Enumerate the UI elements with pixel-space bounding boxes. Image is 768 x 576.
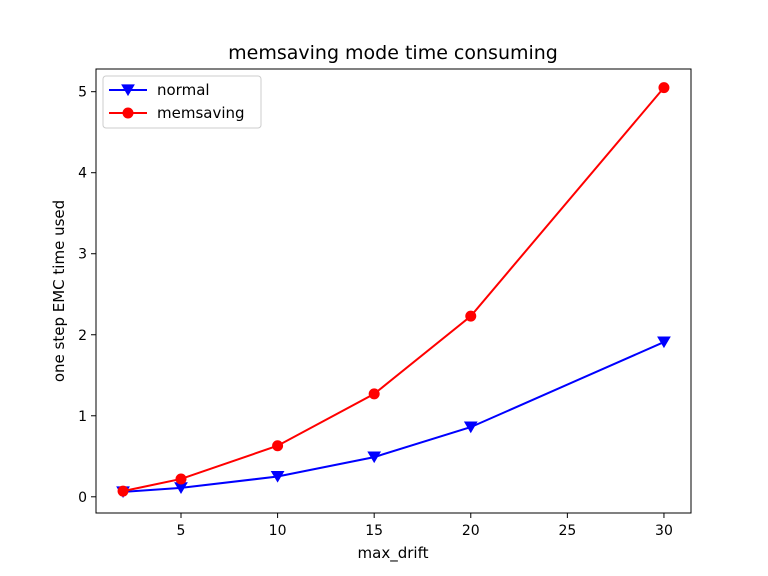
x-tick-label: 25 [558,523,576,539]
y-tick-label: 5 [78,85,87,101]
data-point-normal [367,451,382,464]
data-point-memsaving [658,82,670,94]
data-point-memsaving [465,310,477,322]
data-point-memsaving [368,388,380,400]
x-tick-label: 15 [365,523,383,539]
series-line-memsaving [122,86,665,493]
legend-marker-normal [121,84,135,97]
x-tick-label: 10 [269,523,287,539]
plot-frame [95,68,692,514]
legend-label-normal: normal [157,81,210,99]
x-tick-label: 30 [655,523,673,539]
y-axis: 0 1 2 3 4 5 [78,85,96,506]
data-point-memsaving [272,440,284,452]
plot-area [116,82,671,499]
data-point-normal [270,470,285,483]
chart-title: memsaving mode time consuming [228,42,558,64]
x-tick-label: 5 [177,523,186,539]
data-point-normal [463,421,478,434]
y-tick-label: 0 [78,490,87,506]
y-tick-label: 4 [78,166,87,182]
x-tick-label: 20 [462,523,480,539]
legend: normal memsaving [102,75,262,129]
y-tick-label: 3 [78,247,87,263]
y-tick-label: 1 [78,409,87,425]
data-point-memsaving [117,485,129,497]
data-point-memsaving [175,473,187,485]
legend-marker-memsaving [122,107,134,119]
x-axis: 5 10 15 20 25 30 [177,513,673,539]
x-axis-label: max_drift [358,544,429,563]
series-line-normal [122,341,665,493]
y-axis-label: one step EMC time used [50,200,68,382]
y-tick-label: 2 [78,328,87,344]
data-point-normal [657,336,671,349]
legend-label-memsaving: memsaving [157,104,245,122]
